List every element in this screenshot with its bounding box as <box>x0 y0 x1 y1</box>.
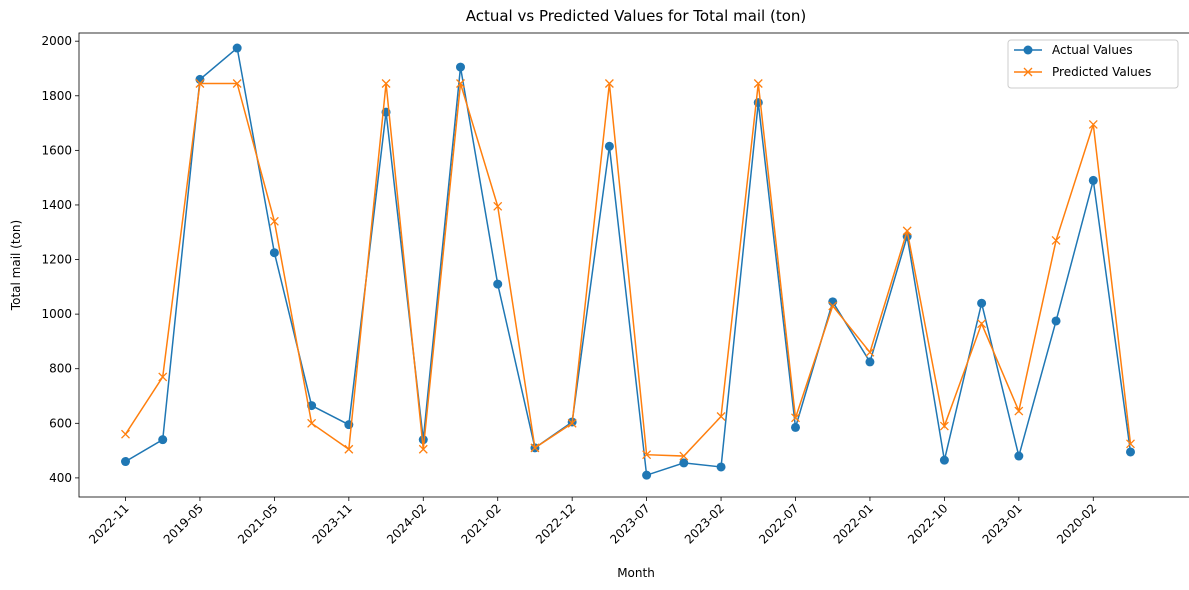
x-tick-label: 2024-02 <box>384 501 429 546</box>
data-point <box>121 457 130 467</box>
plot-frame <box>78 32 1189 498</box>
data-point <box>716 462 726 472</box>
data-point <box>679 451 689 461</box>
data-point <box>716 412 726 421</box>
data-point <box>642 450 652 460</box>
data-point <box>753 79 763 88</box>
data-point <box>195 74 205 84</box>
y-tick-label: 1200 <box>41 253 72 267</box>
chart-title: Actual vs Predicted Values for Total mai… <box>466 7 807 25</box>
data-point <box>939 455 949 465</box>
legend: Actual Values Predicted Values <box>1007 39 1179 89</box>
data-point <box>195 79 205 88</box>
data-point <box>158 435 168 445</box>
series-predicted <box>121 79 1135 461</box>
data-point <box>269 216 279 226</box>
data-point <box>1088 119 1098 129</box>
data-point <box>493 279 503 289</box>
y-tick-label: 800 <box>49 362 72 376</box>
data-point <box>1088 175 1098 185</box>
legend-predicted-label: Predicted Values <box>1052 65 1151 79</box>
x-tick-label: 2022-12 <box>533 501 578 546</box>
legend-actual-label: Actual Values <box>1052 43 1133 57</box>
x-axis: 2022-11 2019-05 2021-05 2023-11 2024-02 2021-… <box>86 497 1099 547</box>
x-tick-label: 2023-11 <box>310 501 355 546</box>
x-tick-label: 2022-01 <box>831 501 876 546</box>
y-axis: 400 600 800 1000 1200 1400 1600 1800 2000 <box>41 34 79 485</box>
x-tick-label: 2019-05 <box>161 501 206 546</box>
data-point <box>232 43 242 53</box>
data-point <box>381 79 391 88</box>
data-point <box>828 301 838 311</box>
y-tick-label: 1800 <box>41 89 72 103</box>
series-line <box>125 46 1132 477</box>
data-point <box>493 201 503 211</box>
x-tick-label: 2022-07 <box>756 501 801 546</box>
data-point <box>604 141 614 151</box>
y-tick-label: 400 <box>49 471 72 485</box>
data-point <box>1051 235 1061 245</box>
x-tick-label: 2021-02 <box>458 501 503 546</box>
data-point <box>939 421 949 431</box>
x-tick-label: 2021-05 <box>235 501 280 546</box>
data-point <box>1126 447 1135 457</box>
series-line <box>124 82 1132 457</box>
data-point <box>679 458 689 468</box>
data-point <box>456 62 465 72</box>
y-tick-label: 2000 <box>41 34 72 48</box>
y-axis-label: Total mail (ton) <box>9 220 23 311</box>
data-point <box>269 248 279 258</box>
x-tick-label: 2022-10 <box>905 501 950 546</box>
series-layer <box>121 43 1135 480</box>
data-point <box>791 422 800 432</box>
y-tick-label: 1000 <box>41 307 72 321</box>
data-point <box>232 79 242 88</box>
data-point <box>1014 451 1024 461</box>
data-point <box>121 429 130 439</box>
data-point <box>902 226 912 236</box>
y-tick-label: 1600 <box>41 143 72 157</box>
data-point <box>604 79 614 88</box>
data-point <box>865 357 875 367</box>
data-point <box>977 298 987 308</box>
y-tick-label: 1400 <box>41 198 72 212</box>
data-point <box>1051 316 1061 326</box>
data-point <box>418 444 428 454</box>
legend-box <box>1007 39 1179 89</box>
data-point <box>1014 406 1024 416</box>
legend-actual-marker <box>1023 45 1033 55</box>
data-point <box>158 372 168 382</box>
data-point <box>977 319 987 329</box>
x-tick-label: 2020-02 <box>1054 501 1099 546</box>
data-point <box>307 418 317 428</box>
data-point <box>791 413 800 423</box>
x-tick-label: 2022-11 <box>86 501 131 546</box>
x-tick-label: 2023-01 <box>980 501 1025 546</box>
x-tick-label: 2023-02 <box>682 501 727 546</box>
y-tick-label: 600 <box>49 416 72 430</box>
data-point <box>344 444 354 454</box>
data-point <box>530 443 540 453</box>
x-axis-label: Month <box>617 566 655 580</box>
x-tick-label: 2023-07 <box>607 501 652 546</box>
data-point <box>642 470 652 480</box>
data-point <box>418 435 428 445</box>
data-point <box>456 79 465 88</box>
data-point <box>865 347 875 357</box>
legend-predicted-marker <box>1023 67 1033 77</box>
data-point <box>1126 439 1135 449</box>
data-point <box>567 418 577 428</box>
